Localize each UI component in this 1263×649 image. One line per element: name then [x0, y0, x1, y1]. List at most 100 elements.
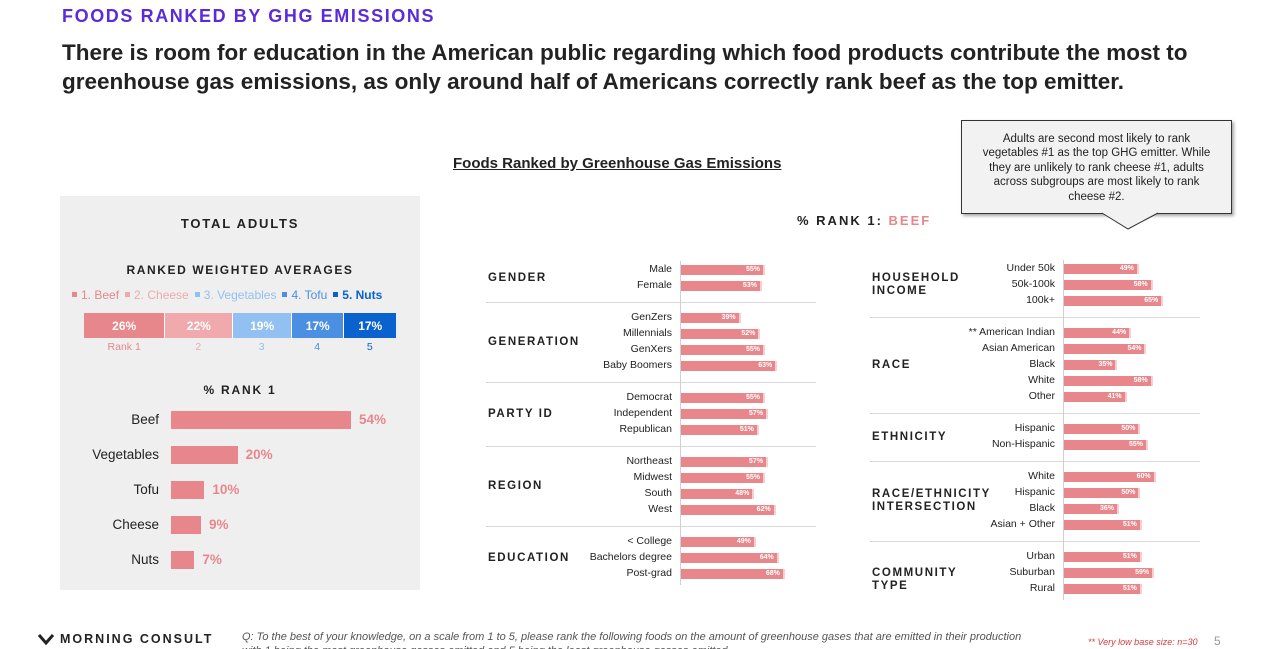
subgroup-bar: 51% [1064, 584, 1142, 594]
rank1-label: Vegetables [92, 447, 159, 462]
subgroup-label: Urban [1026, 550, 1055, 562]
subgroup-bar: 51% [1064, 520, 1142, 530]
stack-value: 19% [250, 318, 275, 333]
subgroup-row: Baby Boomers 63% [0, 359, 1263, 373]
subgroup-label: Male [649, 263, 672, 275]
legend-item: 2. Cheese [125, 288, 189, 302]
stack-value: 22% [186, 318, 211, 333]
subgroup-value: 55% [745, 394, 760, 401]
group-divider [870, 413, 1200, 414]
group-label: EDUCATION [488, 551, 570, 564]
group-divider [486, 382, 816, 383]
legend-swatch [125, 292, 131, 298]
subgroup-label: GenZers [631, 311, 672, 323]
subgroup-row: White 58% [0, 374, 1263, 388]
subgroup-label: < College [627, 535, 672, 547]
subgroup-row: Other 41% [0, 390, 1263, 404]
subgroup-value: 51% [1122, 585, 1137, 592]
stack-value: 17% [358, 318, 383, 333]
subgroup-row: GenZers 39% [0, 311, 1263, 325]
group-label: REGION [488, 479, 543, 492]
subgroup-bar: 57% [681, 457, 769, 467]
subgroup-value: 57% [749, 410, 764, 417]
subgroup-label: Democrat [626, 391, 672, 403]
subgroup-value: 48% [735, 490, 750, 497]
subgroup-row: 50k-100k 58% [0, 278, 1263, 292]
subgroup-row: ** American Indian 44% [0, 326, 1263, 340]
rank1-row: Beef 54% [60, 410, 420, 430]
subgroup-row: Bachelors degree 64% [0, 551, 1263, 565]
group-label: RACE [872, 358, 911, 371]
subgroup-bar: 55% [681, 473, 765, 483]
subgroup-row: Asian + Other 51% [0, 518, 1263, 532]
subgroup-value: 54% [1127, 345, 1142, 352]
subgroup-label: Independent [613, 407, 672, 419]
subgroup-value: 50% [1121, 425, 1136, 432]
value-axis [1063, 260, 1064, 600]
subgroup-value: 59% [1135, 569, 1150, 576]
subgroup-bar: 68% [681, 569, 785, 579]
subgroup-bar: 49% [1064, 264, 1139, 274]
subgroup-bar: 58% [1064, 376, 1153, 386]
stack-segment: 17% [290, 313, 344, 338]
legend-swatch [72, 292, 77, 298]
subgroup-label: GenXers [630, 343, 672, 355]
subgroup-row: Independent 57% [0, 407, 1263, 421]
subgroup-label: Non-Hispanic [991, 438, 1055, 450]
subgroup-label: Hispanic [1014, 422, 1055, 434]
subgroup-label: Millennials [622, 327, 672, 339]
subgroup-bar: 64% [681, 553, 779, 563]
subgroup-value: 52% [741, 330, 756, 337]
rank1-bar [171, 481, 205, 499]
subgroup-label: 50k-100k [1011, 278, 1055, 290]
subgroup-row: Rural 51% [0, 582, 1263, 596]
subgroup-label: White [1028, 470, 1055, 482]
subgroup-row: < College 49% [0, 535, 1263, 549]
legend-swatch [282, 292, 288, 298]
subgroup-value: 49% [1119, 265, 1134, 272]
subgroup-row: Asian American 54% [0, 342, 1263, 356]
legend-swatch [194, 292, 200, 298]
subgroup-value: 64% [759, 554, 774, 561]
subgroup-label: South [644, 487, 672, 499]
footnote: ** Very low base size: n=30 [1088, 637, 1198, 647]
subgroup-value: 49% [736, 538, 751, 545]
subgroup-bar: 36% [1064, 504, 1119, 514]
subgroup-value: 62% [756, 506, 771, 513]
subgroup-value: 50% [1121, 489, 1136, 496]
callout-box: Adults are second most likely to rank ve… [961, 120, 1232, 214]
subgroup-label: Bachelors degree [589, 551, 672, 563]
rank1-label: Beef [131, 412, 159, 427]
subgroup-row: White 60% [0, 470, 1263, 484]
subgroup-value: 39% [721, 314, 736, 321]
rank1-label: Tofu [133, 482, 159, 497]
subgroup-label: 100k+ [1026, 294, 1055, 306]
group-label: PARTY ID [488, 407, 554, 420]
subgroup-bar: 51% [681, 425, 759, 435]
subgroup-bar: 55% [681, 345, 765, 355]
rank-labels: Rank 1 2 3 4 5 [84, 341, 396, 355]
subgroup-value: 53% [742, 282, 757, 289]
rank-label: Rank 1 [107, 341, 141, 353]
subgroup-row: Post-grad 68% [0, 567, 1263, 581]
subgroup-row: Northeast 57% [0, 455, 1263, 469]
rank-label: 2 [195, 341, 202, 353]
rank1-bar [171, 551, 195, 569]
subgroup-label: Northeast [626, 455, 672, 467]
subgroup-label: Hispanic [1014, 486, 1055, 498]
subgroup-label: Black [1029, 502, 1055, 514]
group-label: HOUSEHOLD INCOME [872, 272, 960, 297]
legend-label: 1. Beef [81, 288, 120, 302]
legend-label: 3. Vegetables [203, 288, 277, 302]
subgroup-bar: 58% [1064, 280, 1153, 290]
group-divider [870, 317, 1200, 318]
legend-item: 4. Tofu [282, 288, 327, 302]
rank1-row: Vegetables 20% [60, 445, 420, 465]
subgroup-label: White [1028, 374, 1055, 386]
subgroup-bar: 65% [1064, 296, 1164, 306]
subgroup-value: 36% [1099, 505, 1114, 512]
subgroup-value: 63% [758, 362, 773, 369]
rank1-value: 7% [202, 552, 222, 567]
legend-item: 3. Vegetables [194, 288, 277, 302]
logo-text: MORNING CONSULT [60, 632, 214, 646]
